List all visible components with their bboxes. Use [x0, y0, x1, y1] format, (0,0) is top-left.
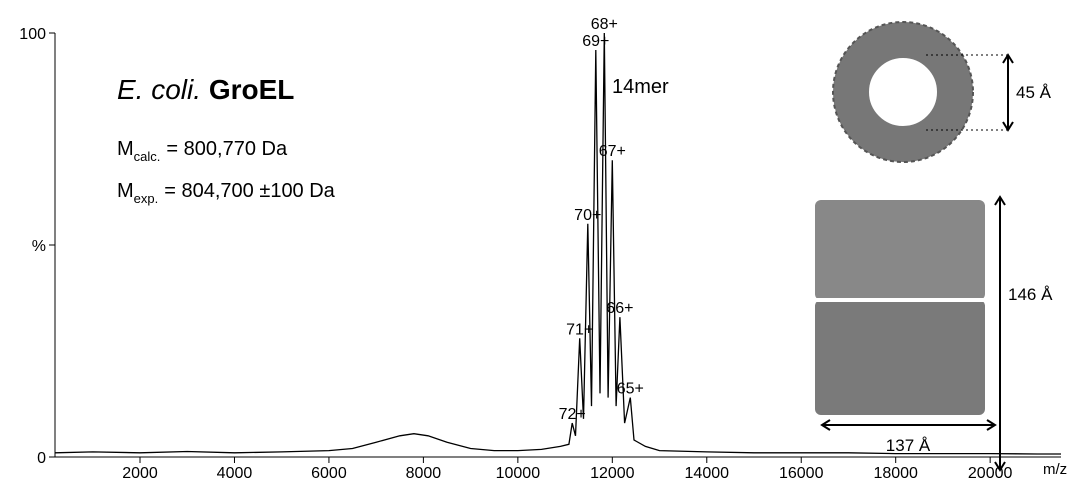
peak-label: 65+	[617, 381, 644, 398]
y-tick-label: 0	[37, 450, 46, 467]
chart: E. coli. GroEL Mcalc. = 800,770 Da Mexp. =…	[0, 0, 1074, 485]
x-tick-label: 10000	[496, 465, 541, 482]
peak-label: 71+	[566, 321, 593, 338]
x-tick-label: 12000	[590, 465, 635, 482]
x-tick-label: 16000	[779, 465, 824, 482]
x-tick-label: 20000	[968, 465, 1013, 482]
structure-illustration: 45 Å 146 Å 137 Å	[815, 22, 1053, 470]
peak-label: 67+	[599, 143, 626, 160]
x-tick-label: 4000	[217, 465, 253, 482]
ring-top-view	[851, 40, 955, 144]
mass-calc: Mcalc. = 800,770 Da	[117, 138, 288, 164]
mass-text: = 804,700 ±100 Da	[164, 180, 335, 202]
ring-side-view	[815, 300, 985, 415]
oligomer-label: 14mer	[612, 76, 669, 98]
x-axis-label: m/z	[1043, 461, 1067, 478]
peak-label: 68+	[591, 16, 618, 33]
pore-label: 45 Å	[1016, 83, 1052, 102]
mass-exp: Mexp. = 804,700 ±100 Da	[117, 180, 336, 206]
y-tick-label: 100	[19, 26, 46, 43]
x-tick-label: 2000	[122, 465, 158, 482]
x-tick-label: 8000	[406, 465, 442, 482]
mass-subscript: calc.	[134, 149, 161, 164]
peak-label: 72+	[559, 406, 586, 423]
x-tick-label: 18000	[873, 465, 918, 482]
mass-symbol: M	[117, 180, 134, 202]
title-bold: GroEL	[209, 74, 295, 105]
x-tick-label: 6000	[311, 465, 347, 482]
chart-title: E. coli. GroEL	[117, 74, 294, 105]
title-italic: E. coli.	[117, 74, 201, 105]
y-tick-label: %	[32, 238, 46, 255]
height-label: 146 Å	[1008, 285, 1053, 304]
peak-label: 66+	[606, 300, 633, 317]
mass-subscript: exp.	[134, 191, 159, 206]
width-label: 137 Å	[886, 436, 931, 455]
ring-side-view	[815, 200, 985, 300]
peak-label: 70+	[574, 207, 601, 224]
peak-label: 69+	[582, 33, 609, 50]
mass-text: = 800,770 Da	[166, 138, 288, 160]
x-tick-label: 14000	[685, 465, 730, 482]
mass-symbol: M	[117, 138, 134, 160]
